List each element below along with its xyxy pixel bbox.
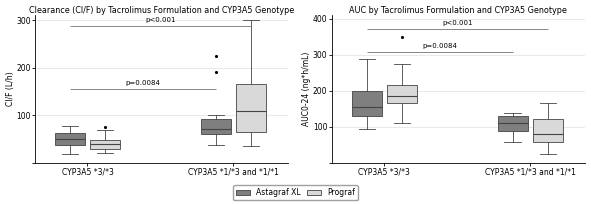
- Text: p<0.001: p<0.001: [442, 20, 473, 26]
- Legend: Astagraf XL, Prograf: Astagraf XL, Prograf: [233, 185, 358, 200]
- Bar: [352, 91, 382, 116]
- Bar: [533, 119, 563, 142]
- Bar: [498, 116, 528, 131]
- Bar: [201, 119, 230, 134]
- Y-axis label: Cl/F (L/h): Cl/F (L/h): [5, 72, 15, 106]
- Bar: [236, 84, 266, 132]
- Bar: [387, 85, 417, 103]
- Text: p<0.001: p<0.001: [145, 17, 176, 23]
- Text: p=0.0084: p=0.0084: [422, 43, 457, 49]
- Bar: [55, 133, 85, 145]
- Text: p=0.0084: p=0.0084: [125, 80, 160, 86]
- Title: AUC by Tacrolimus Formulation and CYP3A5 Genotype: AUC by Tacrolimus Formulation and CYP3A5…: [349, 6, 567, 14]
- Title: Clearance (Cl/F) by Tacrolimus Formulation and CYP3A5 Genotype: Clearance (Cl/F) by Tacrolimus Formulati…: [29, 6, 294, 14]
- Y-axis label: AUC0-24 (ng*h/mL): AUC0-24 (ng*h/mL): [303, 52, 311, 126]
- Bar: [90, 140, 120, 149]
